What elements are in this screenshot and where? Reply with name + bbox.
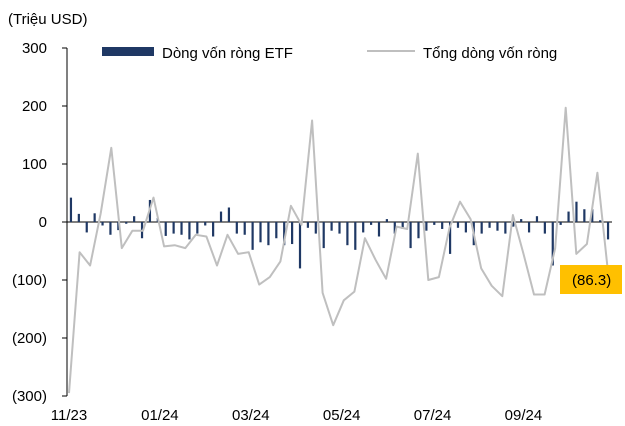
etf-bar [488,222,491,228]
etf-bar [599,220,602,222]
etf-bar [212,222,215,237]
etf-bar [306,222,310,228]
etf-bar [417,222,420,239]
etf-bar [235,222,238,234]
etf-bar [575,201,578,222]
etf-bar [251,222,254,250]
etf-bar [456,222,460,228]
etf-bar [527,222,531,233]
etf-bar [85,222,88,233]
etf-bar [425,222,428,231]
etf-bar [512,222,515,227]
x-tick-label: 03/24 [232,407,270,424]
etf-bar [291,222,294,245]
x-tick-label: 01/24 [141,407,179,424]
y-tick-label: (200) [12,330,47,347]
etf-bar [583,209,586,222]
etf-bar [77,213,80,222]
legend-swatch-etf [102,47,154,56]
etf-bar [188,222,191,240]
total-flow-line [68,106,609,394]
etf-bar [267,222,270,246]
etf-bar [125,222,128,224]
etf-bar [480,222,483,234]
y-axis: 300 200 100 0 (100) (200) (300) [12,40,68,405]
etf-bar [219,211,223,222]
etf-bar [441,222,444,229]
etf-bar [164,222,167,236]
x-tick-label: 11/23 [51,407,87,424]
last-value-callout: (86.3) [560,265,622,294]
etf-bar [369,222,373,225]
etf-bar [117,222,120,231]
etf-bar [520,219,523,222]
y-tick-label: (300) [12,388,47,405]
etf-bar [322,222,325,249]
y-tick-label: 100 [22,156,47,173]
etf-bar [172,222,175,234]
legend-label-etf: Dòng vốn ròng ETF [162,45,293,62]
etf-bar [101,222,104,226]
etf-bar [180,222,183,235]
etf-bar [298,222,302,269]
legend-label-total: Tổng dòng vốn ròng [423,45,557,62]
etf-bar [330,222,333,231]
y-tick-label: (100) [12,272,47,289]
etf-bar [535,216,539,222]
etf-bar [93,213,96,222]
etf-bar [354,222,357,250]
etf-bar [346,222,349,246]
etf-bar [362,222,365,233]
etf-bar [283,222,286,246]
callout-text: (86.3) [572,272,611,289]
etf-bar [393,222,396,234]
etf-bar [543,222,546,234]
x-tick-label: 09/24 [505,407,543,424]
etf-bar [69,197,73,222]
etf-bar [496,222,499,231]
legend: Dòng vốn ròng ETF Tổng dòng vốn ròng [102,45,557,62]
x-tick-label: 07/24 [414,407,452,424]
etf-bar [275,222,278,239]
etf-bar [464,222,467,233]
etf-bar [227,207,231,222]
etf-bar [401,222,404,229]
etf-bar [204,222,207,226]
unit-label: (Triệu USD) [8,11,87,28]
callout-box [560,265,622,294]
y-tick-label: 300 [22,40,47,57]
y-tick-label: 200 [22,98,47,115]
x-tick-label: 05/24 [323,407,361,424]
etf-bar [243,222,246,235]
etf-bar [377,222,381,237]
etf-bar [314,222,317,234]
etf-bar [338,222,341,234]
etf-bar [606,222,610,240]
etf-bar [109,222,112,235]
etf-bar [259,222,262,243]
etf-bar [409,222,412,249]
etf-bar [133,216,136,222]
etf-bar [433,222,436,225]
etf-bar [591,209,594,222]
etf-bar [567,211,570,222]
etf-bar [196,222,199,234]
y-tick-label: 0 [39,214,47,231]
etf-bar [559,222,562,225]
etf-bar [448,222,452,254]
x-axis: 11/23 01/24 03/24 05/24 07/24 09/24 [51,221,612,424]
etf-bar [385,219,388,222]
etf-bar [504,222,507,234]
etf-bar [551,222,554,266]
total-flow-line-layer [68,106,609,394]
